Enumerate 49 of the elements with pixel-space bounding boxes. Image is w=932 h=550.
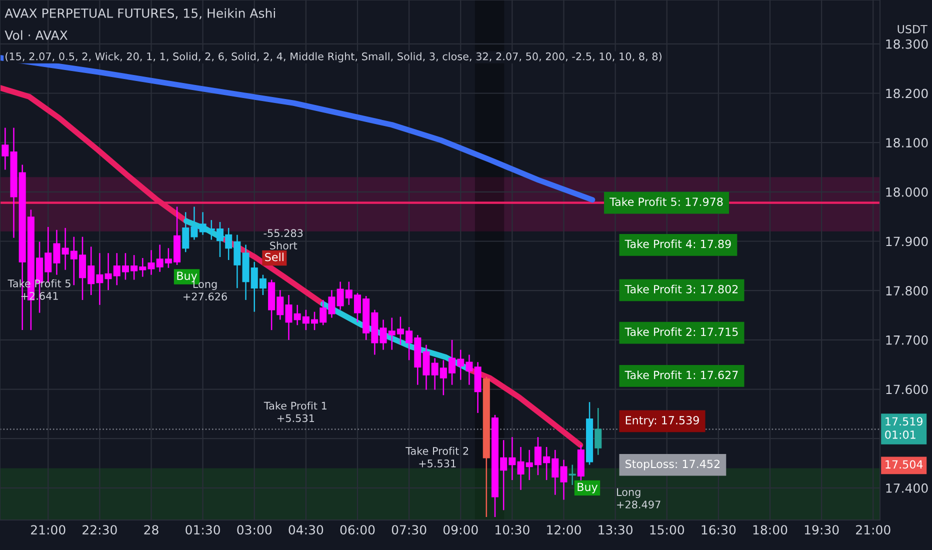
annotation: Take Profit 1 +5.531 — [264, 402, 326, 422]
candlestick — [568, 464, 576, 486]
x-tick-label: 07:30 — [392, 525, 426, 535]
x-tick-label: 21:00 — [856, 525, 890, 535]
annotation: Sell — [265, 252, 284, 262]
x-tick-label: 16:30 — [702, 525, 736, 535]
x-tick-label: 13:30 — [598, 525, 632, 535]
x-tick-label: 19:30 — [804, 525, 839, 535]
annotation: Long +28.497 — [617, 488, 660, 508]
x-tick-label: 09:00 — [443, 525, 478, 535]
text: 17.519 01:01 — [885, 417, 922, 439]
annotation: Take Profit 2 +5.531 — [406, 446, 468, 468]
annotation: (15, 2.07, 0.5, 2, Wick, 20, 1, 1, Solid, 2, 6, Solid, 2, 4, Middle Right, Small, Solid, 3, close, 32, 2.07, 50, 200, -2.5, 10, 10, 8, 8) — [6, 52, 662, 62]
x-tick-label: 10:30 — [496, 525, 530, 535]
x-tick-label: 12:00 — [547, 525, 581, 535]
y-axis-title: USDT — [898, 24, 928, 34]
y-tick-label: 18.300 — [886, 39, 928, 49]
x-tick-label: 28 — [144, 525, 158, 535]
y-tick-label: 17.900 — [886, 236, 928, 246]
x-tick-label: 15:00 — [650, 525, 684, 535]
annotation: Take Profit 4: 17.89 — [624, 240, 731, 248]
x-tick-label: 21:00 — [31, 525, 66, 535]
annotation: Buy — [177, 272, 198, 282]
x-tick-label: 18:00 — [753, 525, 788, 535]
annotation: Take Profit 1: 17.627 — [624, 370, 738, 380]
y-tick-label: 17.800 — [886, 286, 928, 296]
y-tick-label: 17.600 — [886, 384, 928, 394]
x-tick-label: 22:30 — [82, 525, 117, 535]
annotation: Take Profit 3: 17.802 — [624, 284, 738, 294]
text: 17.504 — [886, 460, 923, 469]
x-tick-label: 04:30 — [288, 525, 324, 535]
annotation: Take Profit 5: 17.978 — [610, 197, 723, 206]
x-tick-label: 01:30 — [186, 525, 220, 535]
y-tick-label: 17.700 — [886, 335, 928, 345]
annotation: Entry: 17.539 — [626, 416, 699, 427]
text: Vol · AVAX — [4, 30, 68, 40]
annotation: Long +27.626 — [184, 280, 227, 300]
annotation: Buy — [578, 482, 598, 494]
annotation: Take Profit 2: 17.715 — [624, 327, 738, 336]
y-tick-label: 17.400 — [886, 483, 928, 493]
y-tick-label: 18.000 — [886, 187, 928, 197]
annotation: StopLoss: 17.452 — [626, 460, 720, 470]
y-tick-label: 18.200 — [886, 88, 928, 98]
y-tick-label: 18.100 — [886, 138, 928, 148]
x-tick-label: 06:00 — [340, 525, 375, 535]
annotation: -55.283 Short — [264, 229, 303, 250]
text: AVAX PERPETUAL FUTURES, 15, Heikin Ashi — [4, 8, 275, 20]
x-tick-label: 03:00 — [237, 525, 272, 535]
candlestick — [594, 407, 602, 456]
